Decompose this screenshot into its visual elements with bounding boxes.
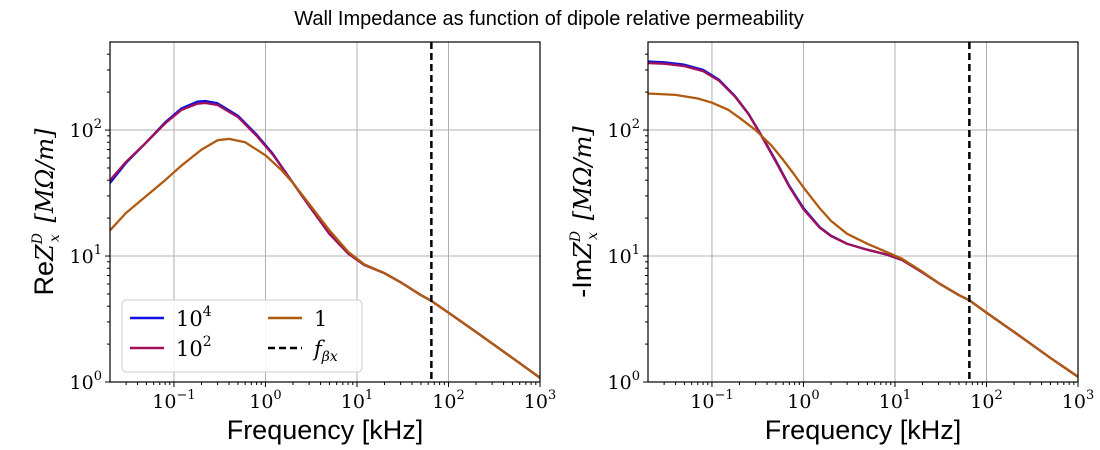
- y-tick-label: 101: [70, 243, 102, 268]
- legend-label: 1: [314, 307, 327, 331]
- x-tick-label: 10−1: [152, 388, 195, 413]
- legend-label: fβx: [312, 337, 338, 365]
- y-tick-label: 100: [70, 369, 102, 394]
- x-tick-label: 100: [787, 388, 819, 413]
- legend-label: 102: [176, 334, 212, 361]
- x-axis-label: Frequency [kHz]: [765, 415, 962, 445]
- x-tick-label: 101: [341, 388, 373, 413]
- series-line: [110, 137, 540, 379]
- legend: 104 102 1 fβx: [121, 299, 363, 373]
- plot-area: [648, 42, 1078, 382]
- series-line: [648, 61, 1078, 378]
- series-line: [648, 92, 1078, 378]
- y-tick-label: 101: [608, 243, 640, 268]
- x-tick-label: 100: [249, 388, 281, 413]
- x-axis-label: Frequency [kHz]: [227, 415, 424, 445]
- plot-frame: [647, 41, 1079, 383]
- x-tick-label: 103: [524, 388, 556, 413]
- legend-label: 104: [176, 304, 212, 331]
- y-tick-label: 102: [70, 117, 102, 142]
- y-tick-label: 102: [608, 117, 640, 142]
- y-tick-label: 100: [608, 369, 640, 394]
- series-line: [648, 60, 1078, 378]
- y-axis-label: -ImZDx [MΩ/m]: [567, 126, 601, 298]
- figure-suptitle: Wall Impedance as function of dipole rel…: [294, 8, 804, 30]
- x-tick-label: 10−1: [690, 388, 733, 413]
- y-axis-label: ReZDx [MΩ/m]: [29, 128, 63, 296]
- chart-real-impedance: 10−1 100 101 102 103 100 101 102 Frequency [kHz]…: [29, 41, 556, 445]
- chart-imag-impedance: 10−1 100 101 102 103 100 101 102 Frequency [kHz]…: [567, 41, 1094, 445]
- x-tick-label: 101: [879, 388, 911, 413]
- x-tick-label: 103: [1062, 388, 1094, 413]
- plot-frame: [109, 41, 541, 383]
- x-tick-label: 102: [970, 388, 1002, 413]
- x-tick-label: 102: [432, 388, 464, 413]
- plot-area: [110, 42, 540, 382]
